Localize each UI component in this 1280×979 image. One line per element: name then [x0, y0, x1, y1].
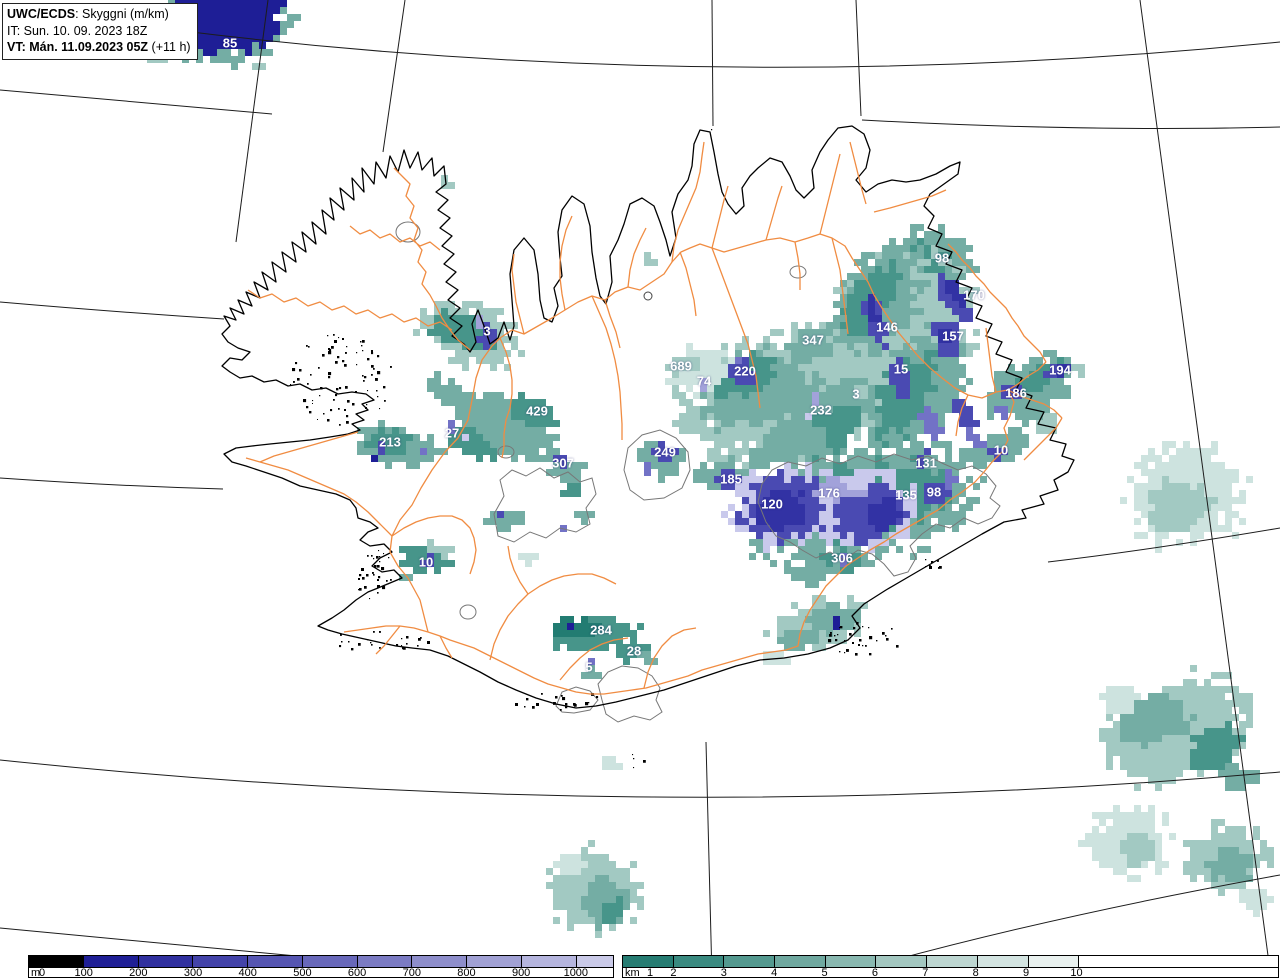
colorbar-segment — [976, 956, 1028, 967]
colorbar-tick-label: 700 — [402, 967, 421, 979]
colorbar-tick-label: 6 — [871, 967, 878, 979]
colorbar-segment — [1078, 956, 1278, 967]
colorbar-segment — [301, 956, 357, 967]
colorbar-tick-label: 400 — [238, 967, 257, 979]
colorbar-segment — [82, 956, 138, 967]
colorbar-tick-label: 4 — [771, 967, 778, 979]
colorbar-unit: m — [31, 967, 41, 979]
colorbar-segment — [926, 956, 977, 967]
colorbar-tick-label: 500 — [293, 967, 312, 979]
coastline — [221, 125, 1075, 709]
colorbar-segment — [575, 956, 614, 967]
glacier-outlines — [395, 221, 1001, 723]
colorbar-segment — [520, 956, 576, 967]
model-name: UWC/ECDS — [7, 7, 76, 21]
colorbar-segment — [774, 956, 825, 967]
colorbar-segment — [356, 956, 412, 967]
colorbar-tick-label: 2 — [670, 967, 677, 979]
colorbar-strip — [623, 956, 1278, 968]
colorbar-tick-label: 200 — [129, 967, 148, 979]
colorbar-tick-label: 600 — [347, 967, 367, 979]
colorbar-tick-label: 10 — [1070, 967, 1083, 979]
colorbar-segment — [723, 956, 775, 967]
title-line-product: UWC/ECDS: Skyggni (m/km) — [7, 7, 169, 21]
colorbar-tick-label: 300 — [183, 967, 203, 979]
colorbar-segment — [1027, 956, 1079, 967]
colorbar-segment — [672, 956, 724, 967]
colorbar-tick-label: 100 — [74, 967, 93, 979]
colorbar-tick-label: 0 — [38, 967, 46, 979]
colorbar-meters: m 0 100 200 300 400 500 600 700 800 900 1000 — [28, 955, 614, 979]
colorbar-tick-label: 3 — [720, 967, 727, 979]
colorbar-segment — [824, 956, 876, 967]
title-box: UWC/ECDS: Skyggni (m/km) IT: Sun. 10. 09… — [2, 3, 198, 60]
colorbar-tick-label: 5 — [821, 967, 828, 979]
colorbar-segment — [466, 956, 521, 967]
colorbar-segment — [192, 956, 247, 967]
title-line-valid-time: VT: Mán. 11.09.2023 05Z (+11 h) — [7, 40, 191, 54]
colorbar-segment — [29, 956, 83, 967]
colorbar-segment — [875, 956, 927, 967]
colorbar-tick-label: 8 — [972, 967, 979, 979]
colorbar-strip — [29, 956, 614, 968]
colorbar-tick-label: 800 — [457, 967, 476, 979]
colorbar-tick-label: 1000 — [563, 967, 589, 979]
title-line-init-time: IT: Sun. 10. 09. 2023 18Z — [7, 23, 148, 38]
colorbar-tick-label: 7 — [922, 967, 929, 979]
colorbar-tick-label: 9 — [1023, 967, 1030, 979]
colorbar-segment — [247, 956, 302, 967]
colorbar-unit: km — [625, 967, 640, 979]
road-network — [245, 141, 1063, 695]
colorbar-segment — [137, 956, 193, 967]
colorbar-segment — [411, 956, 466, 967]
colorbar-tick-label: 900 — [511, 967, 531, 979]
colorbar-kilometers: km 1 2 3 4 5 6 7 8 9 10 — [622, 955, 1279, 979]
colorbar-segment — [623, 956, 673, 967]
colorbar-tick-label: 1 — [646, 967, 654, 979]
